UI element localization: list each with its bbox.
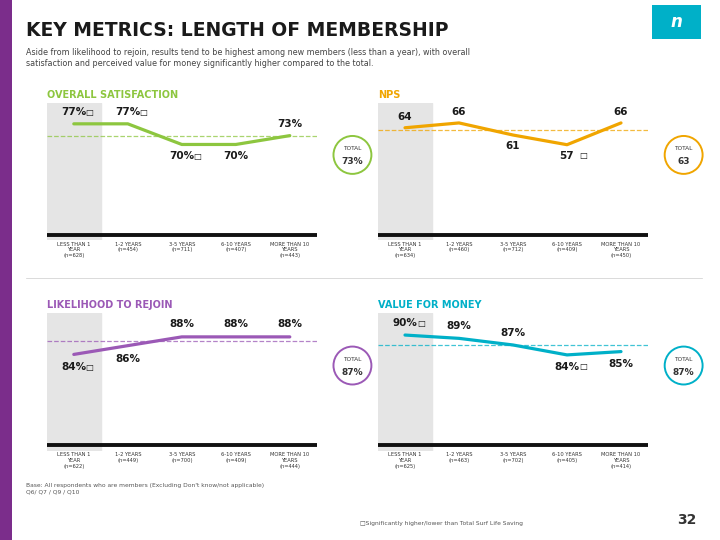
Text: 77%: 77% — [115, 107, 140, 117]
Text: 70%: 70% — [169, 151, 194, 161]
Circle shape — [665, 347, 703, 384]
Text: 66: 66 — [451, 107, 467, 117]
Text: Base: All respondents who are members (Excluding Don't know/not applicable)
Q6/ : Base: All respondents who are members (E… — [26, 483, 264, 494]
Text: 84%: 84% — [554, 362, 580, 372]
Text: TOTAL: TOTAL — [675, 146, 693, 151]
Bar — [47, 103, 101, 240]
Text: 85%: 85% — [608, 359, 634, 369]
Bar — [47, 313, 101, 451]
Text: LIKELIHOOD TO REJOIN: LIKELIHOOD TO REJOIN — [47, 300, 172, 310]
Text: 90%: 90% — [392, 318, 418, 328]
Text: n: n — [671, 13, 683, 31]
Text: 88%: 88% — [277, 319, 302, 329]
Text: 66: 66 — [613, 107, 629, 117]
Text: 88%: 88% — [223, 319, 248, 329]
Circle shape — [333, 347, 372, 384]
Text: Aside from likelihood to rejoin, results tend to be highest among new members (l: Aside from likelihood to rejoin, results… — [26, 48, 470, 69]
Text: 73%: 73% — [277, 119, 302, 129]
Text: 89%: 89% — [446, 321, 472, 332]
Text: 87%: 87% — [341, 368, 364, 377]
Text: 88%: 88% — [169, 319, 194, 329]
Text: NPS: NPS — [378, 90, 400, 100]
Text: 32: 32 — [678, 512, 697, 526]
Text: 86%: 86% — [115, 354, 140, 363]
Text: □: □ — [579, 362, 587, 372]
Text: 87%: 87% — [672, 368, 695, 377]
Text: □: □ — [579, 151, 587, 160]
Text: 70%: 70% — [223, 151, 248, 161]
Text: 57: 57 — [559, 151, 575, 161]
Text: □: □ — [140, 107, 148, 117]
Text: VALUE FOR MONEY: VALUE FOR MONEY — [378, 300, 482, 310]
Text: TOTAL: TOTAL — [343, 356, 361, 362]
Text: 64: 64 — [397, 112, 413, 122]
Text: □: □ — [86, 107, 94, 117]
Text: 61: 61 — [505, 141, 521, 151]
Text: 73%: 73% — [341, 157, 364, 166]
Text: 87%: 87% — [500, 328, 526, 338]
Text: 84%: 84% — [61, 362, 86, 373]
Circle shape — [665, 136, 703, 174]
Bar — [378, 313, 432, 451]
Text: TOTAL: TOTAL — [675, 356, 693, 362]
Text: □: □ — [417, 319, 425, 328]
Bar — [378, 103, 432, 240]
Text: 63: 63 — [678, 157, 690, 166]
Text: TOTAL: TOTAL — [343, 146, 361, 151]
Text: KEY METRICS: LENGTH OF MEMBERSHIP: KEY METRICS: LENGTH OF MEMBERSHIP — [26, 21, 449, 39]
Text: 77%: 77% — [61, 107, 86, 117]
Text: □Significantly higher/lower than Total Surf Life Saving: □Significantly higher/lower than Total S… — [360, 522, 523, 526]
Text: OVERALL SATISFACTION: OVERALL SATISFACTION — [47, 90, 178, 100]
Text: □: □ — [86, 363, 94, 372]
Circle shape — [333, 136, 372, 174]
Text: □: □ — [194, 152, 202, 160]
